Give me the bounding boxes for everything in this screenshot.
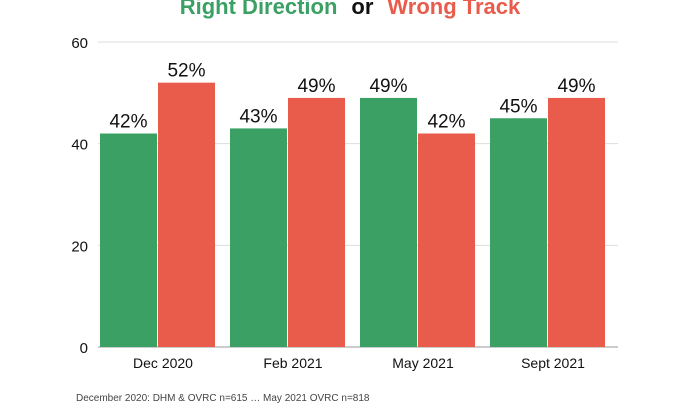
title-right-direction: Right Direction xyxy=(179,0,338,19)
data-label: 52% xyxy=(167,61,205,82)
x-tick-label: May 2021 xyxy=(392,355,454,371)
data-label: 42% xyxy=(427,112,465,133)
bar xyxy=(230,128,287,347)
data-label: 49% xyxy=(557,76,595,97)
y-tick-label: 40 xyxy=(71,137,88,154)
title-connector: or xyxy=(351,0,374,19)
bar xyxy=(288,97,345,348)
data-label: 42% xyxy=(109,112,147,133)
bar xyxy=(418,133,475,347)
bar xyxy=(100,133,157,347)
data-label: 49% xyxy=(297,76,335,97)
bar xyxy=(490,118,547,347)
x-tick-label: Sept 2021 xyxy=(521,355,585,371)
data-label: 43% xyxy=(239,106,277,127)
data-label: 49% xyxy=(369,76,407,97)
data-label: 45% xyxy=(499,96,537,117)
x-tick-label: Dec 2020 xyxy=(133,355,193,371)
y-tick-label: 20 xyxy=(71,238,88,255)
title-wrong-track: Wrong Track xyxy=(387,0,521,19)
bar xyxy=(158,82,215,348)
bar xyxy=(360,97,417,348)
chart-title: Right Direction or Wrong Track xyxy=(0,0,700,20)
y-tick-label: 0 xyxy=(80,340,88,357)
y-tick-label: 60 xyxy=(71,35,88,52)
x-tick-label: Feb 2021 xyxy=(263,355,322,371)
bar xyxy=(548,97,605,348)
footnote: December 2020: DHM & OVRC n=615 … May 20… xyxy=(76,393,370,404)
